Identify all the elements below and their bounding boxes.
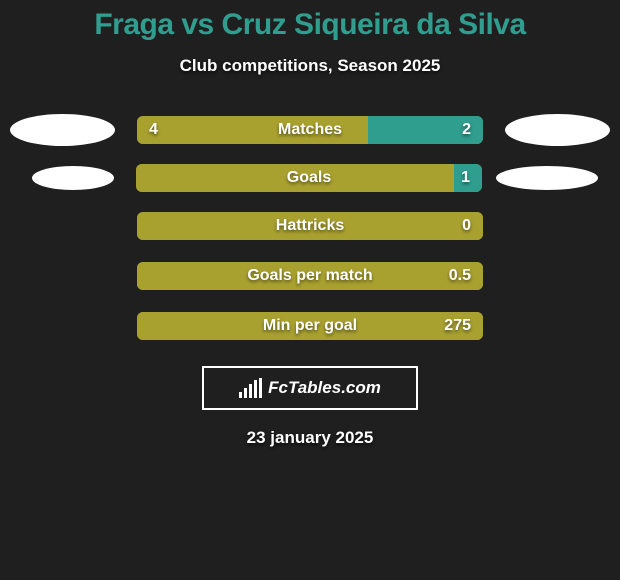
stat-bar: Goals 1 — [136, 164, 482, 192]
subtitle: Club competitions, Season 2025 — [0, 56, 620, 76]
stat-bar: 4 Matches 2 — [137, 116, 483, 144]
stat-right-value: 1 — [461, 169, 470, 187]
stat-bar: Min per goal 275 — [137, 312, 483, 340]
player-right-ellipse — [505, 114, 610, 146]
stat-right-value: 2 — [462, 121, 471, 139]
player-left-ellipse — [10, 114, 115, 146]
stat-name: Goals — [287, 169, 331, 187]
stat-rows: 4 Matches 2 Goals 1 Hattricks 0 Goals per match… — [0, 114, 620, 342]
date-text: 23 january 2025 — [0, 428, 620, 448]
stat-right-value: 0 — [462, 217, 471, 235]
stat-row: Goals per match 0.5 — [0, 260, 620, 292]
stat-right-value: 0.5 — [449, 267, 471, 285]
stat-name: Goals per match — [247, 267, 372, 285]
stat-row: 4 Matches 2 — [0, 114, 620, 146]
player-right-ellipse — [496, 166, 598, 190]
stat-bar: Hattricks 0 — [137, 212, 483, 240]
stat-name: Hattricks — [276, 217, 344, 235]
stat-name: Matches — [278, 121, 342, 139]
stat-left-value: 4 — [149, 121, 158, 139]
stat-name: Min per goal — [263, 317, 357, 335]
brand-text: FcTables.com — [268, 378, 381, 398]
stat-row: Hattricks 0 — [0, 210, 620, 242]
stat-row: Goals 1 — [0, 164, 620, 192]
stat-bar: Goals per match 0.5 — [137, 262, 483, 290]
page-title: Fraga vs Cruz Siqueira da Silva — [0, 8, 620, 42]
bars-icon — [239, 378, 262, 398]
comparison-infographic: Fraga vs Cruz Siqueira da Silva Club com… — [0, 0, 620, 448]
player-left-ellipse — [32, 166, 114, 190]
brand-badge: FcTables.com — [202, 366, 418, 410]
stat-row: Min per goal 275 — [0, 310, 620, 342]
stat-right-value: 275 — [444, 317, 471, 335]
